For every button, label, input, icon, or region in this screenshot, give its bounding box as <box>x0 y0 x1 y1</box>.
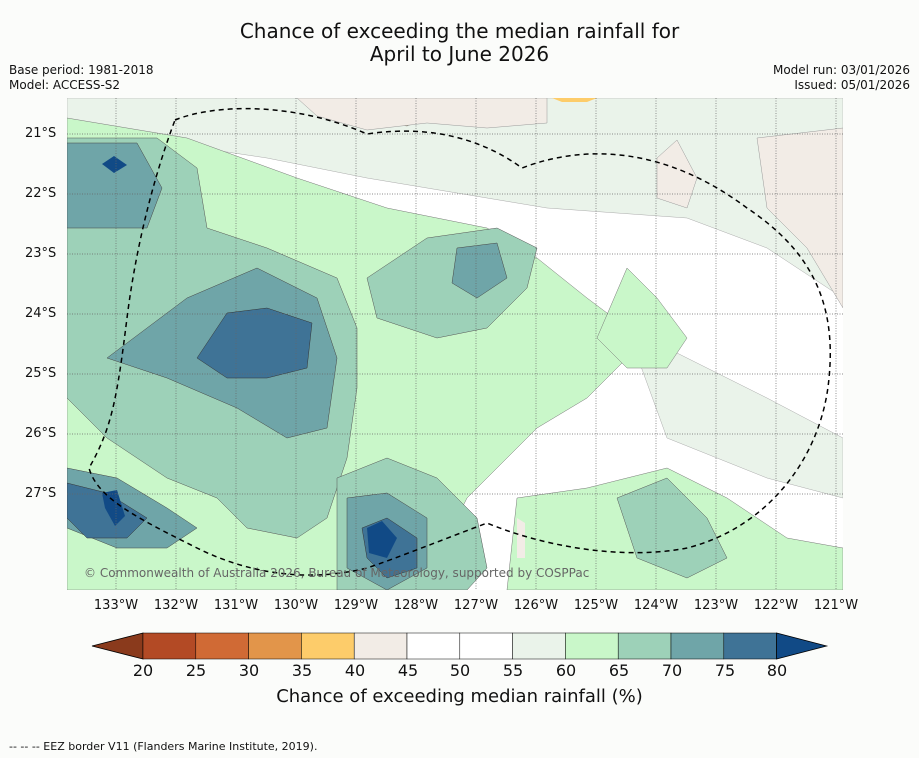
colorbar-tick: 60 <box>555 661 577 680</box>
lon-label: 129°W <box>333 598 379 613</box>
lon-label: 126°W <box>513 598 559 613</box>
zone-75-80-mid <box>196 307 313 379</box>
lon-label: 130°W <box>273 598 319 613</box>
zone-35-40-top <box>552 98 597 102</box>
map-title-line2: April to June 2026 <box>369 42 550 66</box>
lat-label: 24°S <box>25 306 57 321</box>
lat-label: 21°S <box>25 126 57 141</box>
zone-80-plus-w <box>102 156 127 173</box>
lat-label: 23°S <box>25 246 57 261</box>
colorbar-tick: 30 <box>238 661 260 680</box>
credit-text: © Commonwealth of Australia 2026, Bureau… <box>84 566 590 580</box>
colorbar-segment <box>512 632 566 660</box>
colorbar-segment <box>565 632 619 660</box>
lat-label: 25°S <box>25 366 57 381</box>
colorbar-segment <box>723 632 777 660</box>
colorbar-segment <box>406 632 461 660</box>
graticule <box>67 98 843 590</box>
colorbar-tick: 55 <box>502 661 524 680</box>
lon-label: 127°W <box>453 598 499 613</box>
zone-70-75-west <box>67 142 163 229</box>
base-period: Base period: 1981-2018 <box>9 63 154 77</box>
zone-55-60-east <box>626 327 843 499</box>
colorbar-tick: 80 <box>766 661 788 680</box>
colorbar-segment <box>670 632 725 660</box>
rainfall-map <box>67 98 843 590</box>
lat-label: 26°S <box>25 426 57 441</box>
colorbar-segment <box>617 632 672 660</box>
lon-label: 122°W <box>753 598 799 613</box>
zone-70-75-center <box>451 242 508 299</box>
model-name: Model: ACCESS-S2 <box>9 78 121 92</box>
lon-label: 125°W <box>573 598 619 613</box>
lat-label: 27°S <box>25 486 57 501</box>
eez-border <box>88 107 831 576</box>
colorbar-segment <box>195 632 249 660</box>
zone-80-plus-sw <box>102 490 125 526</box>
lon-label: 132°W <box>153 598 199 613</box>
zone-40-45-dot <box>517 518 525 558</box>
colorbar-tick: 40 <box>344 661 366 680</box>
zone-40-45-east <box>756 127 843 309</box>
colorbar-segment <box>353 632 408 660</box>
colorbar <box>91 632 829 660</box>
lon-label: 128°W <box>393 598 439 613</box>
zone-40-45-ne <box>656 139 698 209</box>
lon-label: 121°W <box>813 598 859 613</box>
colorbar-tick: 75 <box>714 661 736 680</box>
map-title-line1: Chance of exceeding the median rainfall … <box>239 19 680 43</box>
model-run: Model run: 03/01/2026 <box>772 63 910 77</box>
colorbar-tick: 35 <box>291 661 313 680</box>
footer-note: -- -- -- EEZ border V11 (Flanders Marine… <box>9 740 318 753</box>
zone-80-plus <box>367 521 397 558</box>
zone-65-70-se <box>616 477 728 579</box>
lon-label: 123°W <box>693 598 739 613</box>
colorbar-segment <box>248 632 302 660</box>
colorbar-arrow-low <box>91 632 144 660</box>
zone-40-45-top <box>296 98 548 131</box>
lat-label: 22°S <box>25 186 57 201</box>
colorbar-tick: 25 <box>185 661 207 680</box>
zone-60-65-east <box>596 267 688 369</box>
issued-date: Issued: 05/01/2026 <box>794 78 910 92</box>
colorbar-segment <box>301 632 355 660</box>
colorbar-tick: 45 <box>397 661 419 680</box>
colorbar-tick: 50 <box>449 661 471 680</box>
colorbar-segment <box>142 632 197 660</box>
colorbar-tick: 65 <box>608 661 630 680</box>
colorbar-label: Chance of exceeding median rainfall (%) <box>276 686 643 707</box>
colorbar-segment <box>459 632 513 660</box>
colorbar-arrow-high <box>776 632 829 660</box>
lon-label: 133°W <box>93 598 139 613</box>
lon-label: 124°W <box>633 598 679 613</box>
colorbar-tick: 70 <box>661 661 683 680</box>
colorbar-tick: 20 <box>132 661 154 680</box>
lon-label: 131°W <box>213 598 259 613</box>
